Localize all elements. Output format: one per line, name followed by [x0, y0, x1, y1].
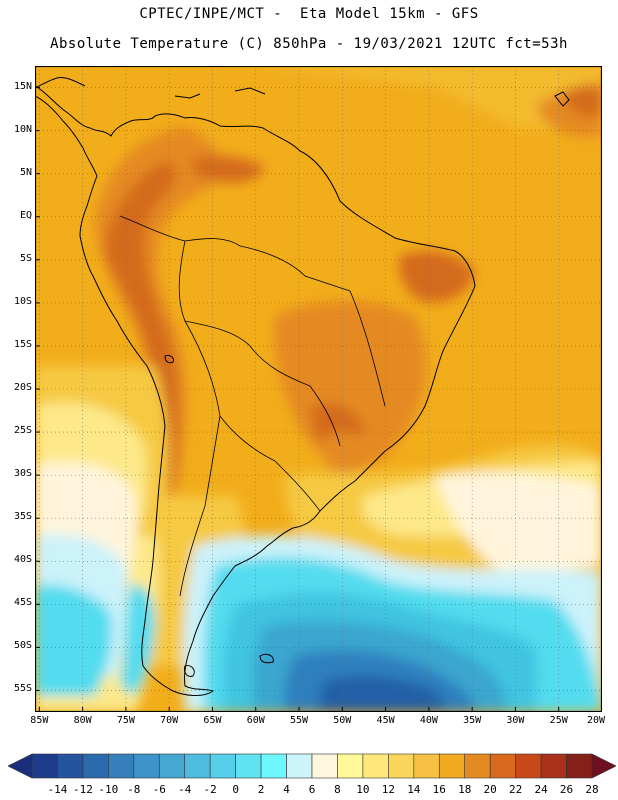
legend-label: 2: [257, 783, 265, 796]
map-title: CPTEC/INPE/MCT - Eta Model 15km - GFS: [139, 6, 479, 22]
latitude-label: 30S: [13, 468, 32, 480]
longitude-label: 80W: [73, 715, 92, 726]
longitude-label: 35W: [463, 715, 482, 726]
legend-label: 20: [483, 783, 497, 796]
coastline: [35, 77, 570, 696]
latitude-label: 15N: [13, 80, 32, 92]
legend-swatch: [286, 753, 313, 779]
legend-swatch: [108, 753, 135, 779]
latitude-label: 10S: [13, 295, 32, 307]
legend-label: 6: [308, 783, 316, 796]
legend-swatch: [388, 753, 415, 779]
latitude-label: 45S: [13, 597, 32, 609]
legend-swatch: [260, 753, 287, 779]
legend-swatch: [133, 753, 160, 779]
legend-swatch: [82, 753, 109, 779]
legend-label: -4: [178, 783, 192, 796]
temperature-field-shading: [35, 66, 602, 712]
map-subtitle: Absolute Temperature (C) 850hPa - 19/03/…: [50, 36, 568, 52]
map-canvas: [35, 66, 602, 712]
legend-swatch: [566, 753, 593, 779]
latitude-label: 10N: [13, 123, 32, 135]
latitude-label: 5S: [19, 252, 32, 264]
country-borders: [119, 215, 386, 597]
latitude-label: 35S: [13, 511, 32, 523]
legend-label: 28: [585, 783, 599, 796]
legend-swatch: [540, 753, 567, 779]
longitude-label: 30W: [506, 715, 525, 726]
temperature-map: [35, 66, 602, 712]
legend-swatch: [489, 753, 516, 779]
legend-label: 22: [509, 783, 523, 796]
legend-label: -14: [47, 783, 68, 796]
legend-label: 26: [559, 783, 574, 796]
color-legend: [8, 753, 616, 779]
latitude-label: 5N: [19, 166, 32, 178]
longitude-label: 85W: [30, 715, 49, 726]
longitude-label: 70W: [160, 715, 179, 726]
latitude-label: 15S: [13, 338, 32, 350]
latitude-label: 20S: [13, 382, 32, 393]
legend-label: 8: [334, 783, 341, 796]
longitude-label: 55W: [289, 715, 309, 726]
legend-label: 14: [407, 783, 421, 796]
latitude-label: 40S: [13, 554, 32, 566]
longitude-label: 40W: [419, 715, 438, 726]
longitude-label: 25W: [549, 715, 568, 726]
legend-swatch: [235, 753, 262, 779]
legend-swatch: [31, 753, 58, 779]
longitude-label: 65W: [203, 715, 222, 726]
legend-swatch: [362, 753, 389, 779]
legend-swatch: [184, 753, 211, 779]
latitude-label: 25S: [13, 425, 32, 437]
latitude-label: 55S: [13, 683, 32, 695]
legend-label: 24: [534, 783, 548, 796]
longitude-label: 60W: [246, 715, 265, 726]
legend-label: 0: [232, 783, 239, 796]
latitude-label: EQ: [19, 209, 32, 221]
legend-swatch: [57, 753, 84, 779]
legend-label: 18: [458, 783, 472, 796]
legend-swatch: [337, 753, 364, 779]
legend-swatch: [515, 753, 542, 779]
legend-swatch: [158, 753, 186, 779]
legend-label: -10: [98, 783, 119, 796]
legend-label: -2: [203, 783, 217, 796]
longitude-label: 75W: [116, 715, 135, 726]
legend-swatch: [209, 753, 236, 779]
legend-label: 16: [432, 783, 446, 796]
legend-swatch: [311, 753, 338, 779]
legend-label: 4: [283, 783, 290, 796]
latitude-label: 50S: [13, 640, 32, 652]
longitude-label: 45W: [376, 715, 395, 726]
legend-swatch: [438, 753, 466, 779]
legend-label: -12: [72, 783, 93, 796]
legend-label: -8: [127, 783, 141, 796]
legend-under-arrow: [8, 753, 33, 779]
longitude-label: 50W: [333, 715, 352, 726]
legend-label: -6: [152, 783, 166, 796]
longitude-label: 20W: [586, 715, 606, 726]
legend-label: 10: [356, 783, 370, 796]
legend-over-arrow: [591, 753, 616, 779]
legend-label: 12: [381, 783, 395, 796]
legend-swatch: [413, 753, 440, 779]
graticule: [35, 66, 602, 712]
legend-swatch: [464, 753, 491, 779]
map-frame-border: [35, 66, 602, 712]
